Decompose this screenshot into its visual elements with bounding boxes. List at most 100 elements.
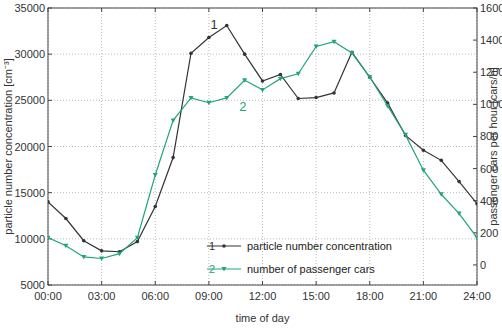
tick <box>155 8 156 12</box>
point <box>475 236 478 241</box>
point <box>82 239 86 243</box>
point <box>171 156 175 160</box>
legend-number: 2 <box>209 263 215 275</box>
curve-label: 1 <box>211 17 218 32</box>
point <box>314 96 318 100</box>
tick <box>48 100 52 101</box>
point <box>64 217 68 221</box>
tick <box>423 281 424 285</box>
y-axis-label: particle number concentration [cm⁻³] <box>2 58 14 234</box>
point <box>278 77 283 82</box>
y-tick-label: 10000 <box>14 233 45 245</box>
y-tick-label: 30000 <box>14 48 45 60</box>
point <box>385 104 390 109</box>
tick <box>262 281 263 285</box>
tick <box>101 8 102 12</box>
grid <box>48 8 477 285</box>
point <box>439 159 443 163</box>
point <box>260 88 265 93</box>
grid-line <box>48 146 477 147</box>
tick <box>473 136 477 137</box>
point <box>153 205 157 209</box>
x-tick-label: 06:00 <box>141 290 169 302</box>
grid-line <box>48 100 477 101</box>
point <box>63 244 68 249</box>
y-tick-label: 25000 <box>14 94 45 106</box>
tick <box>101 281 102 285</box>
point <box>439 192 444 197</box>
x-tick-label: 09:00 <box>195 290 223 302</box>
y-tick-label: 15000 <box>14 187 45 199</box>
tick <box>423 8 424 12</box>
point <box>475 202 477 206</box>
point <box>242 78 247 83</box>
x-tick-label: 24:00 <box>463 290 491 302</box>
tick <box>48 54 52 55</box>
tick <box>473 72 477 73</box>
data <box>48 24 477 261</box>
point <box>171 118 176 123</box>
legend: 1 particle number concentration 2 number of… <box>207 240 392 275</box>
point <box>135 236 140 241</box>
y2-tick-label: 0 <box>480 259 486 271</box>
tick <box>473 40 477 41</box>
point <box>224 96 229 101</box>
point <box>261 79 265 83</box>
legend-marker <box>222 267 227 272</box>
legend-label: number of passenger cars <box>247 263 375 275</box>
y2-tick-label: 1400 <box>480 34 502 46</box>
chart: 00:0003:0006:0009:0012:0015:0018:0021:00… <box>0 0 502 329</box>
grid-line <box>48 54 477 55</box>
y2-tick-label: 200 <box>480 227 498 239</box>
point <box>296 72 301 77</box>
curve-label: 2 <box>239 99 246 114</box>
point <box>100 249 104 253</box>
x-axis-label: time of day <box>236 312 290 324</box>
point <box>314 45 319 50</box>
point <box>225 24 229 28</box>
grid-line <box>101 8 102 285</box>
y2-axis-label: passenger cars per hour [cars/h] <box>487 67 499 225</box>
point <box>367 75 372 80</box>
point <box>206 101 211 106</box>
grid-line <box>48 192 477 193</box>
tick <box>369 281 370 285</box>
x-tick-label: 00:00 <box>34 290 62 302</box>
legend-number: 1 <box>209 240 215 252</box>
point <box>332 91 336 95</box>
tick <box>369 8 370 12</box>
point <box>81 255 86 260</box>
x-tick-label: 18:00 <box>356 290 384 302</box>
point <box>189 96 194 101</box>
point <box>279 73 283 77</box>
legend-marker <box>222 244 226 248</box>
point <box>207 36 211 40</box>
point <box>457 180 461 184</box>
legend-label: particle number concentration <box>247 240 392 252</box>
point <box>153 173 158 178</box>
point <box>403 133 408 138</box>
grid-line <box>155 8 156 285</box>
x-tick-label: 03:00 <box>88 290 116 302</box>
point <box>349 51 354 56</box>
y-tick-label: 5000 <box>21 279 45 291</box>
point <box>421 168 426 173</box>
point <box>99 257 104 262</box>
point <box>243 52 247 56</box>
point <box>296 97 300 101</box>
tick <box>262 8 263 12</box>
tick <box>208 8 209 12</box>
y-tick-label: 20000 <box>14 141 45 153</box>
point <box>48 200 50 204</box>
tick <box>155 281 156 285</box>
tick <box>473 168 477 169</box>
tick <box>473 264 477 265</box>
point <box>117 252 122 257</box>
tick <box>473 104 477 105</box>
tick <box>316 281 317 285</box>
x-tick-label: 21:00 <box>410 290 438 302</box>
x-tick-label: 15:00 <box>302 290 330 302</box>
point <box>136 240 140 244</box>
plot-frame <box>48 8 477 285</box>
tick <box>48 192 52 193</box>
